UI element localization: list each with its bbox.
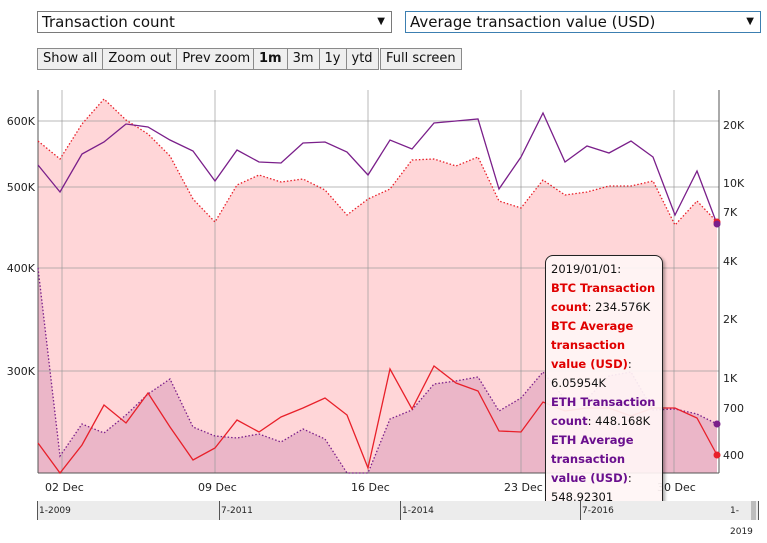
zoom-button-group: Show all Zoom out Prev zoom [37, 48, 257, 70]
tooltip-eth-avg-label: ETH Average transaction value (USD) [551, 433, 634, 485]
y-right-tick: 20K [723, 119, 745, 132]
navigator-handle[interactable] [751, 501, 756, 520]
eth-count-line [37, 111, 718, 225]
full-screen-button[interactable]: Full screen [386, 51, 456, 66]
range-navigator[interactable]: 1-2009 7-2011 1-2014 7-2016 1-2019 [37, 501, 759, 537]
y-left-tick: 500K [7, 181, 36, 194]
left-metric-select[interactable]: Transaction count ▼ [37, 11, 392, 33]
range-button-group: 1m 3m 1y ytd [253, 48, 379, 70]
x-tick: 16 Dec [351, 481, 390, 494]
x-tick: 23 Dec [504, 481, 543, 494]
x-tick: 09 Dec [198, 481, 237, 494]
chevron-down-icon: ▼ [377, 16, 385, 27]
y-left-tick: 600K [7, 115, 36, 128]
right-metric-value: Average transaction value (USD) [410, 13, 656, 31]
right-metric-select[interactable]: Average transaction value (USD) ▼ [405, 11, 761, 33]
y-right-tick: 10K [723, 177, 745, 190]
range-1y-button[interactable]: 1y [320, 49, 347, 69]
eth-avg-marker [713, 420, 721, 428]
tooltip-btc-count-label: BTC Transaction count [551, 281, 656, 314]
fullscreen-group: Full screen [380, 48, 462, 70]
btc-avg-line [37, 98, 718, 227]
y-left-tick: 400K [7, 262, 36, 275]
y-right-tick: 400 [723, 449, 744, 462]
y-right-tick: 700 [723, 402, 744, 415]
y-right-tick: 1K [723, 372, 738, 385]
tooltip-eth-count-value: : 448.168K [587, 414, 651, 428]
navigator-tick: 1-2014 [400, 501, 434, 520]
tooltip-btc-avg-label: BTC Average transaction value (USD) [551, 319, 634, 371]
y-left-tick: 300K [7, 365, 36, 378]
prev-zoom-button[interactable]: Prev zoom [182, 51, 251, 66]
btc-count-marker [713, 451, 721, 459]
navigator-tick: 7-2016 [580, 501, 614, 520]
navigator-tick: 7-2011 [219, 501, 253, 520]
tooltip-btc-count-value: : 234.576K [587, 300, 651, 314]
show-all-button[interactable]: Show all [38, 49, 104, 69]
left-metric-value: Transaction count [42, 13, 175, 31]
eth-avg-line [37, 267, 718, 474]
zoom-out-button[interactable]: Zoom out [103, 49, 178, 69]
eth-count-marker [713, 220, 721, 228]
x-tick: 30 Dec [657, 481, 696, 494]
x-tick: 02 Dec [45, 481, 84, 494]
data-tooltip: 2019/01/01: BTC Transaction count: 234.5… [545, 255, 663, 512]
navigator-tick: 1-2009 [37, 501, 71, 520]
navigator-tick: 1-2019 [729, 501, 759, 537]
tooltip-eth-avg-value: : 548.92301 [551, 471, 632, 504]
tooltip-btc-avg-value: : 6.05954K [551, 357, 632, 390]
range-ytd-button[interactable]: ytd [351, 51, 373, 66]
chevron-down-icon: ▼ [746, 16, 754, 27]
y-right-tick: 2K [723, 313, 738, 326]
tooltip-eth-count-label: ETH Transaction count [551, 395, 656, 428]
range-3m-button[interactable]: 3m [288, 49, 320, 69]
y-right-tick: 7K [723, 206, 738, 219]
tooltip-date: 2019/01/01: [551, 262, 622, 276]
y-right-tick: 4K [723, 255, 738, 268]
range-1m-button[interactable]: 1m [254, 49, 288, 69]
